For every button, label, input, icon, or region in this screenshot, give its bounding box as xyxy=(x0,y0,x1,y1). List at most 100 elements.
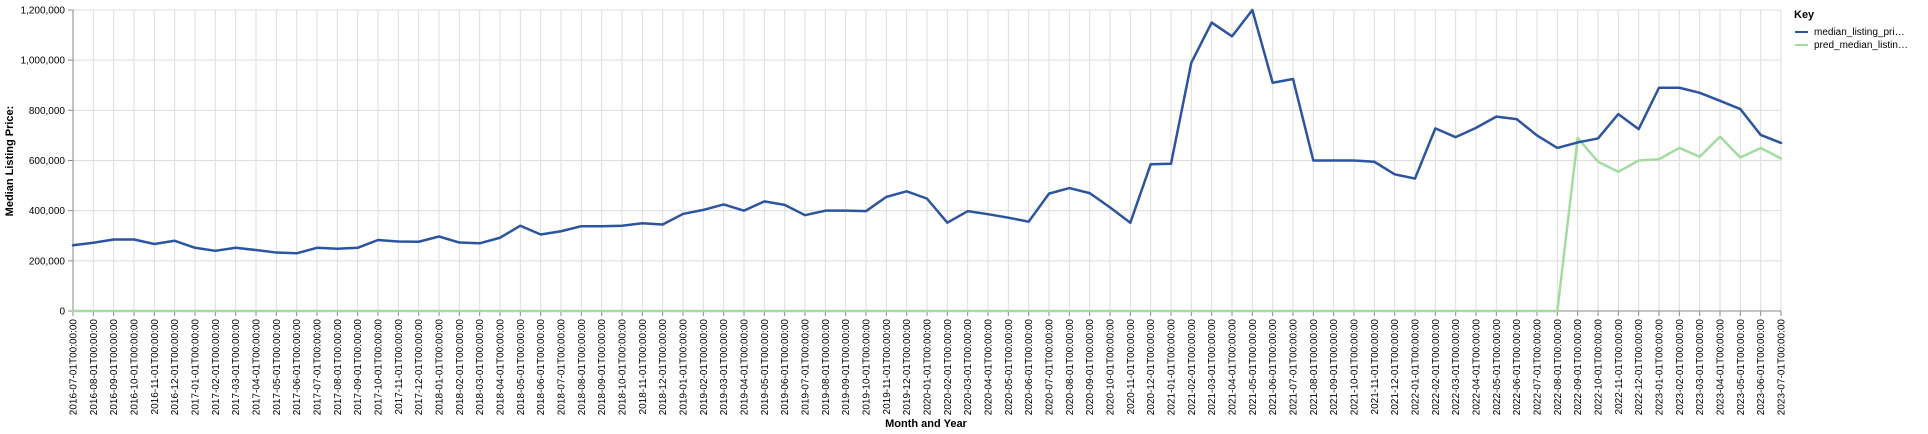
x-tick-label: 2019-06-01T00:00:00 xyxy=(780,319,791,416)
x-tick-label: 2019-08-01T00:00:00 xyxy=(821,319,832,416)
x-tick-label: 2022-06-01T00:00:00 xyxy=(1512,319,1523,416)
x-tick-label: 2020-07-01T00:00:00 xyxy=(1045,319,1056,416)
x-axis: 2016-07-01T00:00:00 2016-08-01T00:00:00 20… xyxy=(69,310,1788,416)
x-axis-title: Month and Year xyxy=(885,418,967,430)
x-tick-label: 2018-11-01T00:00:00 xyxy=(638,319,649,415)
y-tick-label: 200,000 xyxy=(29,256,66,267)
x-tick-label: 2017-05-01T00:00:00 xyxy=(272,319,283,416)
x-tick-label: 2021-02-01T00:00:00 xyxy=(1187,319,1198,416)
x-tick-label: 2020-06-01T00:00:00 xyxy=(1024,319,1035,416)
x-tick-label: 2016-08-01T00:00:00 xyxy=(89,319,100,416)
x-tick-label: 2018-04-01T00:00:00 xyxy=(496,319,507,416)
x-tick-label: 2016-12-01T00:00:00 xyxy=(170,319,181,416)
legend-title: Key xyxy=(1794,9,1815,21)
y-tick-label: 800,000 xyxy=(29,106,66,117)
x-tick-label: 2022-07-01T00:00:00 xyxy=(1533,319,1544,416)
y-tick-label: 0 xyxy=(59,307,65,318)
x-tick-label: 2018-03-01T00:00:00 xyxy=(475,319,486,416)
x-tick-label: 2016-09-01T00:00:00 xyxy=(109,319,120,416)
x-tick-label: 2021-11-01T00:00:00 xyxy=(1370,319,1381,415)
x-tick-label: 2020-10-01T00:00:00 xyxy=(1106,319,1117,416)
y-axis-title: Median Listing Price: xyxy=(4,106,16,217)
x-tick-label: 2016-10-01T00:00:00 xyxy=(130,319,141,416)
x-tick-label: 2022-03-01T00:00:00 xyxy=(1451,319,1462,416)
x-tick-label: 2020-03-01T00:00:00 xyxy=(963,319,974,416)
y-tick-label: 400,000 xyxy=(29,206,66,217)
x-tick-label: 2018-06-01T00:00:00 xyxy=(536,319,547,416)
x-tick-label: 2022-02-01T00:00:00 xyxy=(1431,319,1442,416)
x-tick-label: 2019-12-01T00:00:00 xyxy=(902,319,913,416)
series-line-pred-median-listing-price xyxy=(71,135,1783,313)
x-tick-label: 2019-09-01T00:00:00 xyxy=(841,319,852,416)
legend-label-median: median_listing_pri… xyxy=(1814,27,1905,38)
x-tick-label: 2016-07-01T00:00:00 xyxy=(69,319,80,416)
x-tick-label: 2016-11-01T00:00:00 xyxy=(150,319,161,415)
x-tick-label: 2017-06-01T00:00:00 xyxy=(292,319,303,416)
x-tick-label: 2020-08-01T00:00:00 xyxy=(1065,319,1076,416)
legend-label-pred: pred_median_listin… xyxy=(1814,40,1908,51)
x-tick-label: 2019-03-01T00:00:00 xyxy=(719,319,730,416)
x-tick-label: 2017-09-01T00:00:00 xyxy=(353,319,364,416)
x-tick-label: 2021-04-01T00:00:00 xyxy=(1228,319,1239,416)
x-tick-label: 2023-03-01T00:00:00 xyxy=(1695,319,1706,416)
x-tick-label: 2022-09-01T00:00:00 xyxy=(1573,319,1584,416)
x-tick-label: 2018-08-01T00:00:00 xyxy=(577,319,588,416)
x-tick-label: 2017-11-01T00:00:00 xyxy=(394,319,405,415)
x-tick-label: 2023-05-01T00:00:00 xyxy=(1736,319,1747,416)
y-tick-label: 600,000 xyxy=(29,156,66,167)
x-tick-label: 2022-04-01T00:00:00 xyxy=(1472,319,1483,416)
x-tick-label: 2020-04-01T00:00:00 xyxy=(984,319,995,416)
x-tick-label: 2017-01-01T00:00:00 xyxy=(191,319,202,416)
x-tick-label: 2018-12-01T00:00:00 xyxy=(658,319,669,416)
x-tick-label: 2019-07-01T00:00:00 xyxy=(801,319,812,416)
x-tick-label: 2018-05-01T00:00:00 xyxy=(516,319,527,416)
x-tick-label: 2023-04-01T00:00:00 xyxy=(1716,319,1727,416)
x-tick-label: 2022-10-01T00:00:00 xyxy=(1594,319,1605,416)
x-tick-label: 2023-07-01T00:00:00 xyxy=(1777,319,1788,416)
x-tick-label: 2023-06-01T00:00:00 xyxy=(1756,319,1767,416)
x-tick-label: 2019-10-01T00:00:00 xyxy=(862,319,873,416)
x-tick-label: 2019-11-01T00:00:00 xyxy=(882,319,893,415)
x-tick-label: 2020-09-01T00:00:00 xyxy=(1085,319,1096,416)
x-tick-label: 2023-02-01T00:00:00 xyxy=(1675,319,1686,416)
x-tick-label: 2018-10-01T00:00:00 xyxy=(618,319,629,416)
x-tick-label: 2021-10-01T00:00:00 xyxy=(1350,319,1361,416)
x-tick-label: 2022-01-01T00:00:00 xyxy=(1411,319,1422,416)
x-tick-label: 2022-11-01T00:00:00 xyxy=(1614,319,1625,415)
x-tick-label: 2017-02-01T00:00:00 xyxy=(211,319,222,416)
x-tick-label: 2017-03-01T00:00:00 xyxy=(231,319,242,416)
legend: Key median_listing_pri… pred_median_list… xyxy=(1794,9,1908,51)
y-tick-label: 1,000,000 xyxy=(21,56,66,67)
x-tick-label: 2023-01-01T00:00:00 xyxy=(1655,319,1666,416)
x-tick-label: 2019-02-01T00:00:00 xyxy=(699,319,710,416)
x-tick-label: 2017-12-01T00:00:00 xyxy=(414,319,425,416)
x-tick-label: 2021-05-01T00:00:00 xyxy=(1248,319,1259,416)
x-tick-label: 2022-08-01T00:00:00 xyxy=(1553,319,1564,416)
x-tick-label: 2021-08-01T00:00:00 xyxy=(1309,319,1320,416)
y-axis: 0 200,000 400,000 600,000 800,000 1,000,000 1,… xyxy=(21,6,74,318)
x-tick-label: 2017-04-01T00:00:00 xyxy=(252,319,263,416)
x-tick-label: 2020-02-01T00:00:00 xyxy=(943,319,954,416)
x-tick-label: 2021-12-01T00:00:00 xyxy=(1390,319,1401,416)
x-tick-label: 2017-08-01T00:00:00 xyxy=(333,319,344,416)
x-tick-label: 2017-10-01T00:00:00 xyxy=(374,319,385,416)
x-tick-label: 2021-03-01T00:00:00 xyxy=(1207,319,1218,416)
x-tick-label: 2019-04-01T00:00:00 xyxy=(740,319,751,416)
x-tick-label: 2022-05-01T00:00:00 xyxy=(1492,319,1503,416)
x-tick-label: 2019-01-01T00:00:00 xyxy=(679,319,690,416)
x-tick-label: 2020-05-01T00:00:00 xyxy=(1004,319,1015,416)
series-line-median-listing-price xyxy=(71,8,1783,255)
y-tick-label: 1,200,000 xyxy=(21,6,66,17)
x-tick-label: 2020-11-01T00:00:00 xyxy=(1126,319,1137,415)
x-tick-label: 2021-09-01T00:00:00 xyxy=(1329,319,1340,416)
x-tick-label: 2021-07-01T00:00:00 xyxy=(1289,319,1300,416)
x-tick-label: 2018-07-01T00:00:00 xyxy=(557,319,568,416)
x-tick-label: 2021-01-01T00:00:00 xyxy=(1167,319,1178,416)
grid-lines xyxy=(72,9,1782,312)
x-tick-label: 2018-01-01T00:00:00 xyxy=(435,319,446,416)
x-tick-label: 2020-12-01T00:00:00 xyxy=(1146,319,1157,416)
x-tick-label: 2017-07-01T00:00:00 xyxy=(313,319,324,416)
x-tick-label: 2020-01-01T00:00:00 xyxy=(923,319,934,416)
x-tick-label: 2018-02-01T00:00:00 xyxy=(455,319,466,416)
